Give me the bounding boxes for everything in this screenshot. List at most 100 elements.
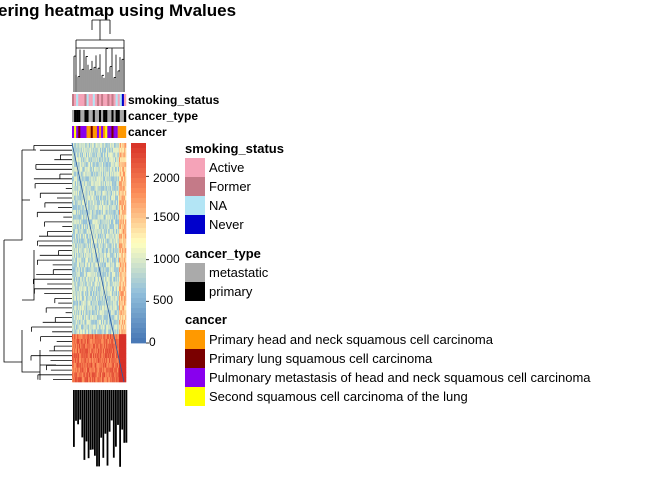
heatmap-cell — [108, 372, 110, 378]
heatmap-cell — [90, 305, 92, 311]
heatmap-cell — [73, 281, 75, 287]
smoking-status-cell — [80, 94, 83, 106]
heatmap-cell — [122, 190, 124, 196]
heatmap-cell — [106, 205, 108, 211]
heatmap-cell — [95, 214, 97, 220]
heatmap-cell — [72, 329, 74, 335]
heatmap-cell — [119, 219, 121, 225]
heatmap-cell — [102, 324, 104, 330]
heatmap-cell — [115, 319, 117, 325]
heatmap-cell — [125, 252, 127, 259]
heatmap-cell — [118, 143, 120, 149]
heatmap-cell — [89, 171, 91, 177]
heatmap-cell — [93, 157, 95, 163]
heatmap-cell — [75, 372, 77, 378]
heatmap-cell — [115, 315, 117, 321]
heatmap-cell — [72, 190, 74, 196]
heatmap-cell — [115, 238, 117, 244]
column-label — [123, 390, 126, 443]
column-label — [75, 390, 77, 421]
heatmap-cell — [107, 291, 109, 297]
heatmap-cell — [102, 205, 104, 211]
heatmap-cell — [98, 209, 100, 215]
heatmap-cell — [88, 319, 90, 325]
heatmap-cell — [114, 372, 116, 378]
heatmap-cell — [124, 334, 126, 340]
heatmap-cell — [99, 248, 101, 254]
heatmap-cell — [83, 281, 85, 287]
heatmap-cell — [77, 286, 79, 292]
heatmap-cell — [105, 319, 107, 325]
colorbar-segment — [131, 333, 146, 339]
heatmap-cell — [123, 343, 125, 349]
heatmap-cell — [109, 276, 111, 282]
heatmap-cell — [110, 300, 112, 306]
heatmap-cell — [125, 257, 127, 263]
heatmap-cell — [116, 243, 118, 249]
heatmap-cell — [76, 186, 78, 192]
heatmap-cell — [93, 329, 95, 335]
heatmap-cell — [120, 162, 122, 168]
heatmap-cell — [80, 166, 82, 172]
heatmap-cell — [74, 195, 76, 201]
heatmap-cell — [101, 310, 103, 316]
heatmap-cell — [123, 171, 125, 177]
smoking-status-cell — [115, 94, 118, 106]
heatmap-cell — [118, 377, 120, 383]
colorbar-segment — [131, 253, 146, 259]
heatmap-cell — [107, 367, 109, 373]
smoking-status-cell — [82, 94, 85, 106]
heatmap-cell — [87, 324, 89, 330]
heatmap-cell — [98, 305, 100, 311]
heatmap-cell — [78, 367, 80, 373]
heatmap-cell — [93, 348, 95, 354]
heatmap-cell — [112, 214, 114, 220]
heatmap-cell — [79, 372, 81, 378]
heatmap-cell — [77, 319, 79, 325]
heatmap-cell — [75, 243, 77, 249]
heatmap-cell — [106, 162, 108, 168]
heatmap-cell — [91, 300, 93, 306]
heatmap-cell — [122, 324, 124, 330]
heatmap-cell — [123, 166, 125, 172]
heatmap-cell — [105, 348, 107, 354]
heatmap-cell — [81, 315, 83, 321]
colorbar-segment — [131, 208, 146, 214]
heatmap-cell — [115, 171, 117, 177]
heatmap-cell — [108, 143, 110, 149]
heatmap-cell — [78, 377, 80, 383]
heatmap-cell — [90, 200, 92, 206]
heatmap-cell — [95, 238, 97, 244]
heatmap-cell — [87, 329, 89, 335]
heatmap-cell — [92, 195, 94, 201]
heatmap-cell — [74, 219, 76, 225]
heatmap-cell — [73, 362, 75, 368]
heatmap-cell — [113, 343, 115, 349]
heatmap-cell — [84, 272, 86, 278]
heatmap-cell — [82, 224, 84, 230]
heatmap-cell — [121, 157, 123, 163]
heatmap-cell — [101, 229, 103, 235]
heatmap-cell — [123, 176, 125, 182]
heatmap-cell — [72, 353, 74, 359]
heatmap-cell — [92, 147, 94, 153]
heatmap-cell — [74, 233, 76, 239]
heatmap-cell — [110, 205, 112, 211]
heatmap-cell — [90, 276, 92, 282]
heatmap-cell — [91, 181, 93, 187]
heatmap-cell — [73, 143, 75, 149]
heatmap-cell — [117, 329, 119, 335]
heatmap-cell — [124, 315, 126, 321]
heatmap-cell — [102, 243, 104, 249]
heatmap-cell — [103, 190, 105, 196]
heatmap-cell — [120, 276, 122, 282]
heatmap-cell — [109, 295, 111, 302]
heatmap-cell — [91, 166, 93, 172]
heatmap-cell — [118, 310, 120, 316]
heatmap-cell — [103, 276, 105, 282]
heatmap-cell — [122, 367, 124, 373]
smoking-status-cell — [90, 94, 93, 106]
heatmap-cell — [105, 157, 107, 163]
heatmap-cell — [72, 171, 74, 177]
heatmap-cell — [75, 272, 77, 278]
